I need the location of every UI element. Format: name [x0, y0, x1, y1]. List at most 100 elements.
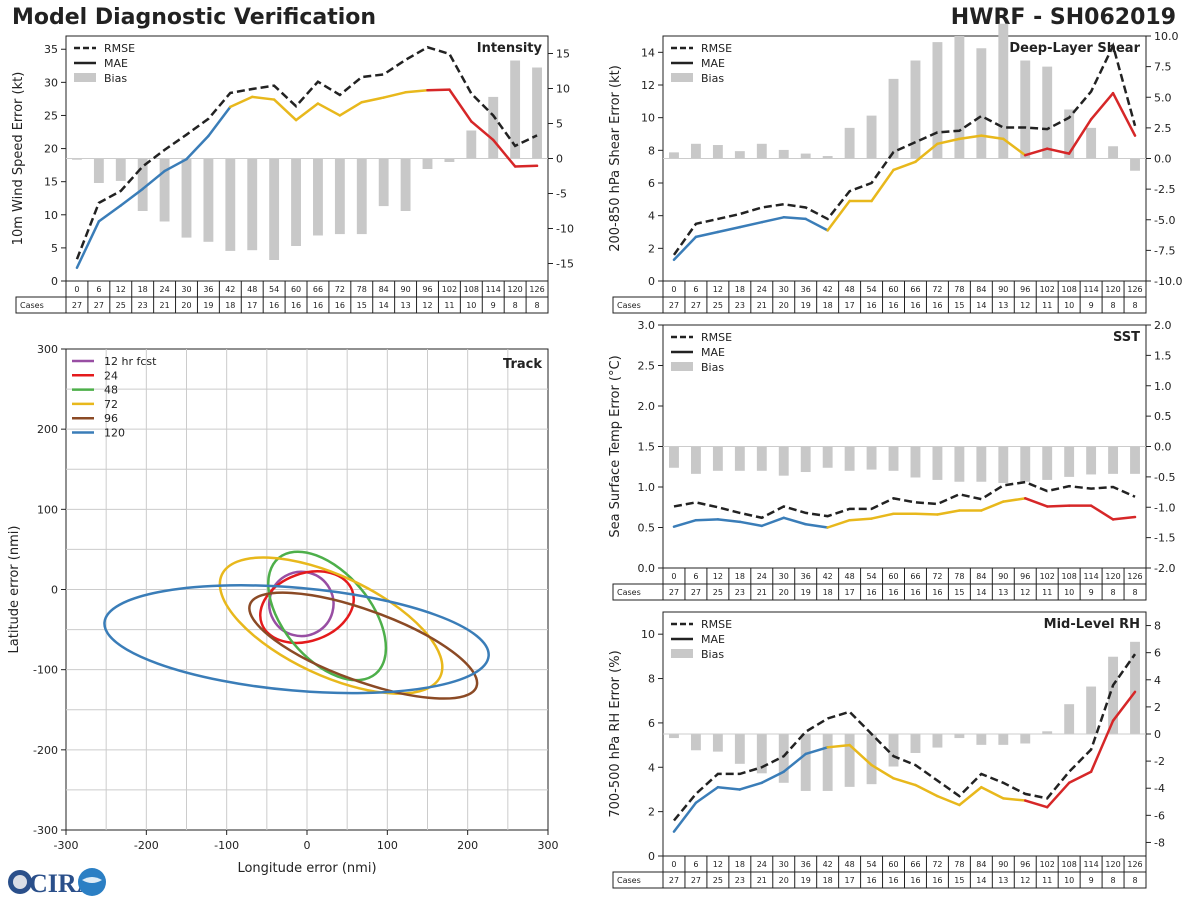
case-count-shear: 16 — [932, 301, 942, 310]
cases-label-rh: Cases — [617, 876, 641, 885]
bias-bar-shear — [712, 145, 723, 159]
case-count-sst: 23 — [735, 588, 745, 597]
y2-tick-label-sst: -1.0 — [1154, 501, 1175, 514]
hour-label-rh: 0 — [671, 860, 676, 869]
case-count-intensity: 13 — [400, 301, 410, 310]
hour-label-intensity: 102 — [442, 285, 457, 294]
bias-bar-shear — [1020, 60, 1031, 159]
y2-tick-label-sst: -1.5 — [1154, 532, 1175, 545]
bias-bar-sst — [778, 446, 789, 476]
mae-segment-rh — [672, 801, 698, 833]
hour-label-intensity: 90 — [400, 285, 410, 294]
page-title: Model Diagnostic Verification — [12, 5, 377, 30]
y2-tick-label-shear: 5.0 — [1154, 91, 1172, 104]
hour-label-shear: 18 — [735, 285, 745, 294]
mae-segment-sst — [826, 518, 851, 529]
mae-segment-intensity — [426, 88, 451, 92]
hour-label-shear: 54 — [866, 285, 876, 294]
hour-label-rh: 6 — [693, 860, 698, 869]
case-count-rh: 13 — [998, 876, 1008, 885]
hour-label-rh: 54 — [866, 860, 876, 869]
y2-tick-label-intensity: -10 — [556, 223, 574, 236]
legend-mae-label: MAE — [701, 346, 725, 359]
track-y-tick-label: 300 — [37, 343, 58, 356]
bias-bar-rh — [954, 734, 965, 739]
legend-rmse-label: RMSE — [701, 42, 732, 55]
case-count-shear: 19 — [801, 301, 811, 310]
case-count-rh: 16 — [932, 876, 942, 885]
mae-segment-intensity — [185, 134, 210, 161]
case-count-intensity: 27 — [72, 301, 82, 310]
bias-bar-shear — [1086, 127, 1097, 159]
y2-tick-label-intensity: 0 — [556, 153, 563, 166]
y2-tick-label-shear: 7.5 — [1154, 61, 1172, 74]
case-count-sst: 8 — [1132, 588, 1137, 597]
y2-tick-label-sst: 0.0 — [1154, 441, 1172, 454]
bias-bar-sst — [954, 446, 965, 482]
y2-tick-label-sst: 1.5 — [1154, 349, 1172, 362]
mae-segment-shear — [738, 220, 764, 229]
mae-segment-shear — [980, 134, 1005, 141]
case-count-intensity: 8 — [513, 301, 518, 310]
case-count-intensity: 19 — [203, 301, 213, 310]
hour-label-shear: 108 — [1062, 285, 1077, 294]
hour-label-rh: 126 — [1127, 860, 1142, 869]
track-y-tick-label: -100 — [33, 664, 58, 677]
mae-segment-rh — [738, 781, 764, 791]
case-count-rh: 16 — [910, 876, 920, 885]
y2-tick-label-intensity: -15 — [556, 258, 574, 271]
hour-label-shear: 126 — [1127, 285, 1142, 294]
bias-bar-sst — [1042, 446, 1053, 480]
bias-bar-rh — [712, 734, 723, 752]
case-count-rh: 27 — [691, 876, 701, 885]
y-tick-label-intensity: 15 — [44, 176, 58, 189]
case-count-sst: 16 — [932, 588, 942, 597]
bias-bar-intensity — [225, 158, 236, 251]
mae-segment-intensity — [491, 138, 517, 168]
case-count-rh: 16 — [866, 876, 876, 885]
track-legend-label: 48 — [104, 384, 118, 397]
bias-bar-rh — [976, 734, 987, 745]
hour-label-shear: 96 — [1020, 285, 1030, 294]
logo-globe-inner-icon — [13, 875, 27, 889]
case-count-sst: 21 — [757, 588, 767, 597]
legend-bias-label: Bias — [701, 361, 724, 374]
case-count-rh: 16 — [888, 876, 898, 885]
hour-label-shear: 12 — [713, 285, 723, 294]
hour-label-sst: 78 — [954, 572, 964, 581]
bias-bar-sst — [976, 446, 987, 482]
mae-segment-intensity — [229, 95, 254, 109]
mae-segment-sst — [848, 517, 873, 522]
bias-bar-sst — [822, 446, 833, 468]
track-ellipse-24 — [259, 570, 355, 645]
y-axis-label-rh: 700-500 hPa RH Error (%) — [608, 650, 623, 817]
cases-label-intensity: Cases — [20, 301, 44, 310]
mae-segment-rh — [980, 785, 1005, 800]
case-count-intensity: 16 — [291, 301, 301, 310]
bias-bar-rh — [690, 734, 701, 751]
y2-tick-label-shear: -7.5 — [1154, 244, 1175, 257]
y2-tick-label-rh: -8 — [1154, 836, 1165, 849]
hour-label-shear: 120 — [1105, 285, 1120, 294]
hour-label-shear: 78 — [954, 285, 964, 294]
legend-bias-label: Bias — [701, 648, 724, 661]
bias-bar-intensity — [159, 158, 170, 222]
hour-label-intensity: 66 — [313, 285, 323, 294]
hour-label-shear: 72 — [932, 285, 942, 294]
hour-label-rh: 66 — [910, 860, 920, 869]
y2-tick-label-intensity: 15 — [556, 48, 570, 61]
track-y-tick-label: -300 — [33, 824, 58, 837]
y-tick-label-sst: 1.0 — [638, 481, 656, 494]
hour-label-sst: 54 — [866, 572, 876, 581]
legend-bias-label: Bias — [701, 72, 724, 85]
mae-segment-rh — [760, 770, 785, 785]
legend-bias-swatch — [671, 362, 693, 371]
case-count-rh: 18 — [823, 876, 833, 885]
y-tick-label-rh: 8 — [648, 673, 655, 686]
hour-label-rh: 36 — [801, 860, 811, 869]
mae-segment-intensity — [470, 120, 495, 142]
y-tick-label-intensity: 0 — [51, 275, 58, 288]
y2-tick-label-rh: 2 — [1154, 701, 1161, 714]
track-ellipse-96 — [248, 591, 479, 700]
